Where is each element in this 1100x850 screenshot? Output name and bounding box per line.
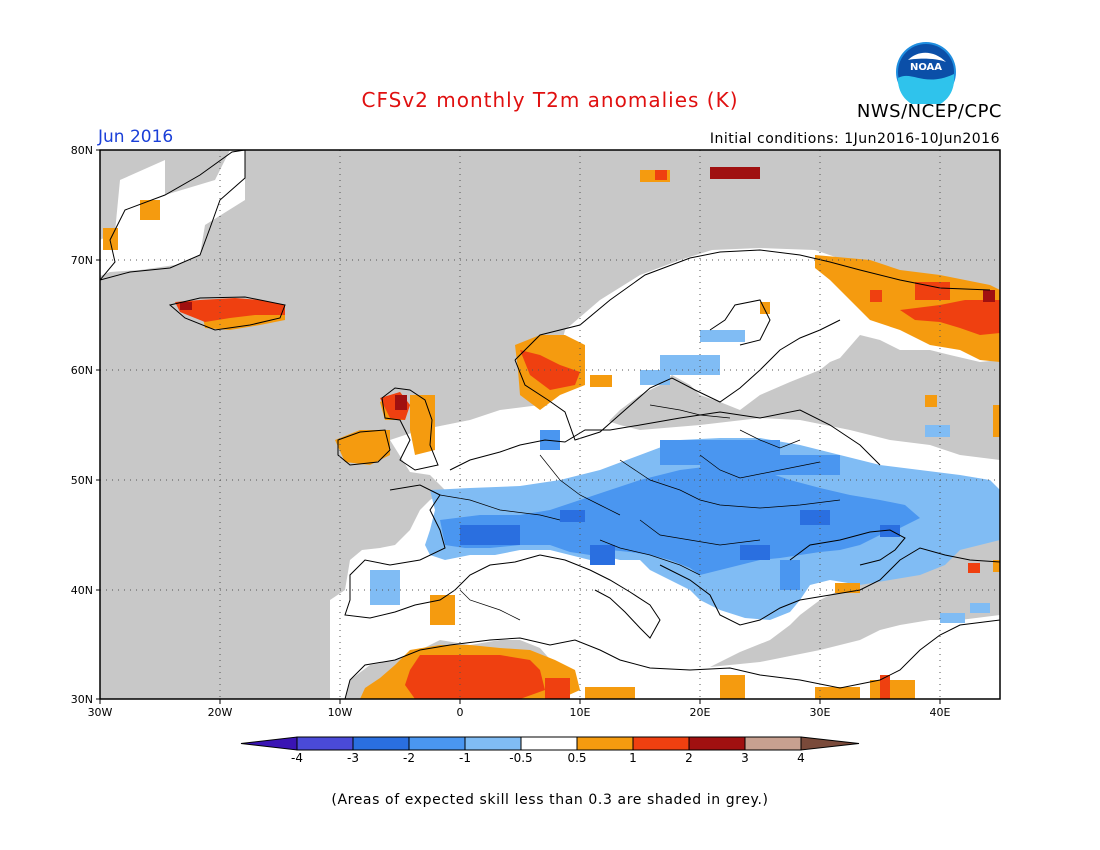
lon-label-20e: 20E [690, 706, 711, 719]
colorbar-label: 2 [685, 751, 693, 765]
lon-label-0: 0 [457, 706, 464, 719]
colorbar-arrow-low [240, 736, 298, 751]
grid-lines [100, 150, 1000, 699]
map-frame [99, 149, 1001, 700]
warm-anomaly-strong [180, 167, 995, 410]
colorbar-label: -4 [291, 751, 303, 765]
colorbar-label: -2 [403, 751, 415, 765]
colorbar-arrow-high [800, 736, 860, 751]
lon-label-10w: 10W [328, 706, 353, 719]
coastlines [100, 150, 1000, 699]
tick-marks [96, 149, 941, 704]
colorbar-segment [576, 736, 634, 751]
noaa-logo-icon: NOAA [894, 40, 958, 108]
colorbar-segment [408, 736, 466, 751]
colorbar-label: -3 [347, 751, 359, 765]
lat-label-50n: 50N [71, 474, 93, 487]
country-borders [439, 404, 841, 621]
colorbar-label: -1 [459, 751, 471, 765]
colorbar-labels: -4 -3 -2 -1 -0.5 0.5 1 2 3 4 [291, 751, 805, 765]
colorbar-segment [744, 736, 802, 751]
initial-conditions-label: Initial conditions: 1Jun2016-10Jun2016 [709, 131, 1000, 147]
colorbar-segment [464, 736, 522, 751]
colorbar-segment [632, 736, 690, 751]
noaa-logo-text: NOAA [910, 62, 942, 73]
colorbar-segment [688, 736, 746, 751]
colorbar [240, 736, 860, 751]
colorbar-segment [352, 736, 410, 751]
agency-label: NWS/NCEP/CPC [856, 101, 1002, 122]
lat-label-30n: 30N [71, 693, 93, 706]
colorbar-label: 3 [741, 751, 749, 765]
lon-label-10e: 10E [570, 706, 591, 719]
lat-label-70n: 70N [71, 254, 93, 267]
lon-label-30e: 30E [810, 706, 831, 719]
lat-label-60n: 60N [71, 364, 93, 377]
map-title: CFSv2 monthly T2m anomalies (K) [361, 88, 739, 112]
cool-anomaly-medium [440, 430, 920, 590]
lon-label-30w: 30W [88, 706, 113, 719]
lon-label-40e: 40E [930, 706, 951, 719]
colorbar-label: 0.5 [567, 751, 586, 765]
cool-anomaly-strong [460, 510, 900, 565]
colorbar-segment [520, 736, 578, 751]
colorbar-label: 4 [797, 751, 805, 765]
period-label: Jun 2016 [98, 127, 174, 147]
lat-label-80n: 80N [71, 144, 93, 157]
lon-label-20w: 20W [208, 706, 233, 719]
colorbar-label: -0.5 [509, 751, 532, 765]
colorbar-label: 1 [629, 751, 637, 765]
colorbar-segment [296, 736, 354, 751]
skill-note: (Areas of expected skill less than 0.3 a… [331, 792, 769, 808]
lat-label-40n: 40N [71, 584, 93, 597]
